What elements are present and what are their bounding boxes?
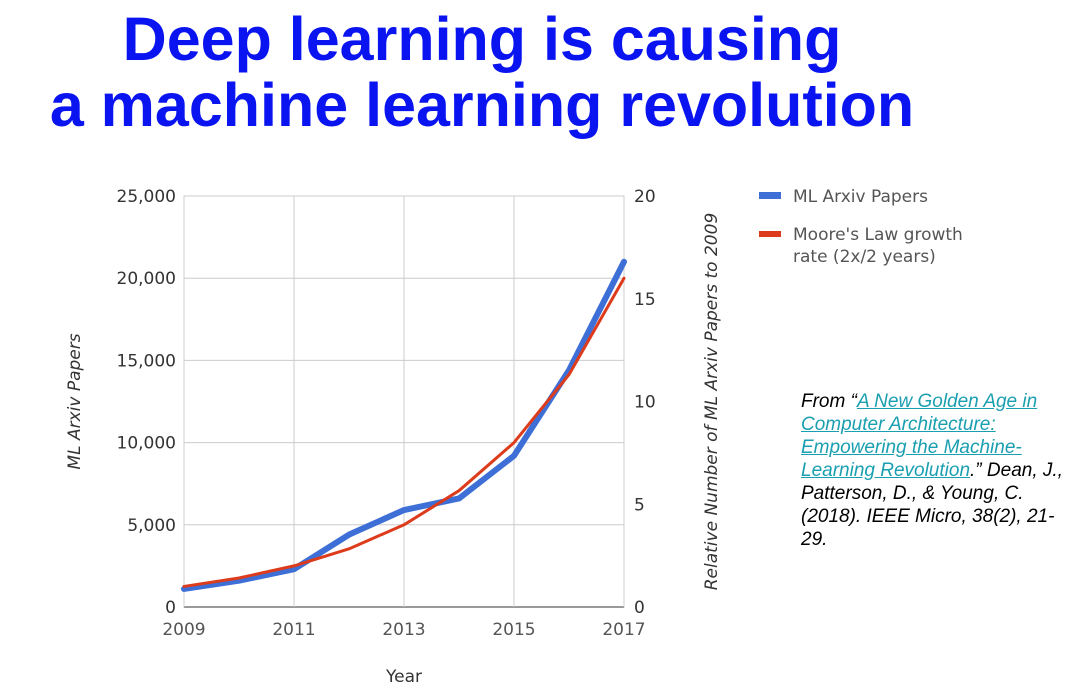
chart-series — [181, 258, 627, 592]
chart-grid — [183, 195, 625, 608]
citation: From “A New Golden Age in Computer Archi… — [801, 390, 1076, 551]
left-y-tick-label: 0 — [165, 598, 176, 618]
x-tick-label: 2009 — [162, 620, 205, 640]
left-y-axis-ticks: 0 5,000 10,000 15,000 20,000 25,000 — [117, 187, 176, 618]
slide-title-line1: Deep learning is causing — [122, 5, 842, 73]
x-tick-label: 2017 — [602, 620, 645, 640]
left-y-tick-label: 20,000 — [117, 269, 176, 289]
legend-label-moores-law-line1: Moore's Law growth — [793, 225, 963, 245]
right-y-tick-label: 10 — [634, 393, 656, 413]
slide-title: Deep learning is causing a machine learn… — [0, 6, 964, 138]
legend: ML Arxiv Papers Moore's Law growth rate … — [759, 187, 963, 267]
series-line-moores-law — [182, 276, 626, 588]
legend-label-ml-arxiv: ML Arxiv Papers — [793, 187, 928, 207]
citation-prefix: From “ — [801, 391, 857, 412]
right-y-tick-label: 15 — [634, 290, 656, 310]
legend-swatch-moores-law — [759, 231, 781, 237]
x-tick-label: 2011 — [272, 620, 315, 640]
right-y-tick-label: 20 — [634, 187, 656, 207]
x-axis-ticks: 2009 2011 2013 2015 2017 — [162, 620, 645, 640]
x-tick-label: 2015 — [492, 620, 535, 640]
left-y-tick-label: 10,000 — [117, 434, 176, 454]
left-y-tick-label: 5,000 — [127, 516, 176, 536]
citation-link[interactable]: A New Golden Age in Computer Architectur… — [801, 391, 1038, 481]
x-axis-label: Year — [385, 667, 422, 687]
right-y-axis-ticks: 0 5 10 15 20 — [634, 187, 656, 618]
slide-title-line2: a machine learning revolution — [49, 71, 915, 139]
left-y-axis-label: ML Arxiv Papers — [65, 333, 85, 469]
right-y-axis-label: Relative Number of ML Arxiv Papers to 20… — [702, 213, 722, 591]
legend-swatch-ml-arxiv — [759, 192, 781, 199]
legend-label-moores-law-line2: rate (2x/2 years) — [793, 247, 936, 267]
right-y-tick-label: 5 — [634, 495, 645, 515]
left-y-tick-label: 25,000 — [117, 187, 176, 207]
right-y-tick-label: 0 — [634, 598, 645, 618]
citation-suffix: .” Dean, J., Patterson, D., & Young, C. … — [801, 460, 1063, 550]
left-y-tick-label: 15,000 — [117, 351, 176, 371]
x-tick-label: 2013 — [382, 620, 425, 640]
